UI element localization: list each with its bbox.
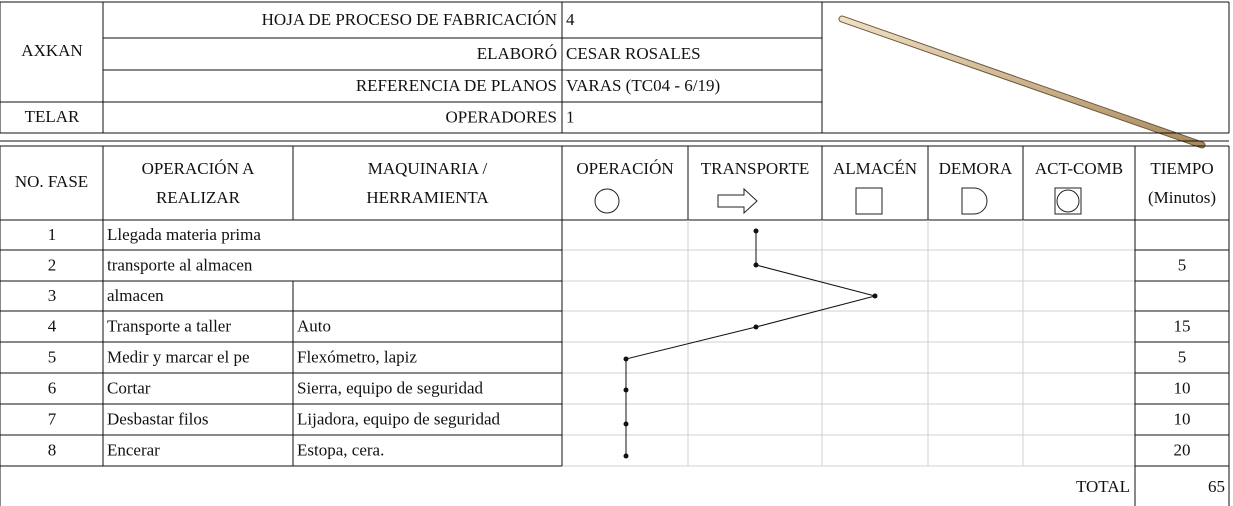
operation: transporte al almacen [107,255,253,274]
phase: 6 [48,378,57,397]
column-header: (Minutos) [1148,188,1216,207]
phase: 8 [48,440,57,459]
column-header: MAQUINARIA / [368,159,488,178]
column-header: HERRAMIENTA [366,188,489,207]
tool: Estopa, cera. [297,440,384,459]
phase: 7 [48,409,57,428]
time: 20 [1174,440,1191,459]
phase: 1 [48,225,57,244]
time: 5 [1178,347,1187,366]
column-header: REALIZAR [156,188,241,207]
total: 65 [1208,477,1225,496]
column-header: ALMACÉN [833,159,917,178]
operation: Transporte a taller [107,316,231,335]
field-value: VARAS (TC04 - 6/19) [566,76,720,95]
field-label: ELABORÓ [477,44,557,63]
phase: 4 [48,316,57,335]
time: 10 [1174,378,1191,397]
tool: Flexómetro, lapiz [297,347,417,366]
operation: Cortar [107,378,151,397]
time: 5 [1178,255,1187,274]
field-value: 1 [566,107,575,126]
field-label: HOJA DE PROCESO DE FABRICACIÓN [262,10,557,29]
time: 15 [1174,316,1191,335]
column-header: DEMORA [939,159,1013,178]
operation: almacen [107,286,164,305]
operation: Medir y marcar el pe [107,347,250,366]
flow-line [623,228,878,459]
tool: Lijadora, equipo de seguridad [297,409,500,428]
total-label: TOTAL [1076,477,1130,496]
symbols [594,187,1082,215]
field-value: 4 [566,10,575,29]
column-header: TRANSPORTE [701,159,810,178]
operation: Desbastar filos [107,409,209,428]
texts: AXKAN TELAR HOJA DE PROCESO DE FABRICACIÓN… [15,10,1225,496]
tool: Sierra, equipo de seguridad [297,378,483,397]
column-header: OPERACIÓN [576,159,673,178]
operation: Encerar [107,440,160,459]
field-label: OPERADORES [446,107,557,126]
phase: 5 [48,347,57,366]
column-header: OPERACIÓN A [142,159,256,178]
operation: Llegada materia prima [107,225,261,244]
phase: 2 [48,255,57,274]
column-header: TIEMPO [1150,159,1213,178]
tool: Auto [297,316,331,335]
phase: 3 [48,286,57,305]
field-value: CESAR ROSALES [566,44,701,63]
column-header: NO. FASE [15,172,88,191]
column-header: ACT-COMB [1035,159,1123,178]
field-label: REFERENCIA DE PLANOS [356,76,557,95]
department: TELAR [25,107,80,126]
company: AXKAN [21,41,82,60]
time: 10 [1174,409,1191,428]
part-image [838,15,1206,149]
